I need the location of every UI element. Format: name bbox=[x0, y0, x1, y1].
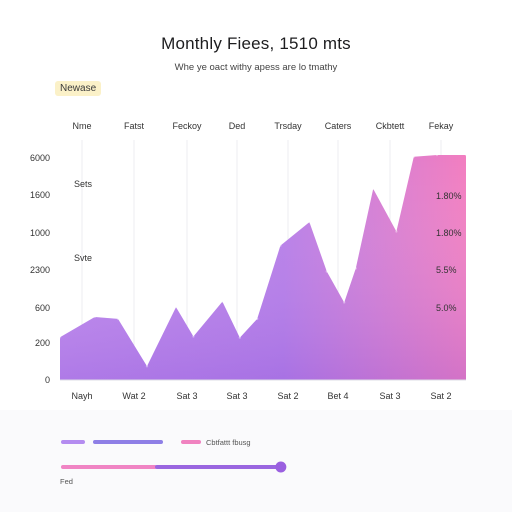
data-point-16[interactable] bbox=[395, 230, 398, 233]
annotation-right-3: 5.5% bbox=[436, 265, 457, 275]
y-tick-5: 600 bbox=[34, 303, 50, 313]
y-tick-6: 200 bbox=[34, 338, 50, 348]
slider-label: Fed bbox=[60, 477, 73, 486]
chart-title: Monthly Fiees, 1510 mts bbox=[161, 34, 351, 53]
data-point-10[interactable] bbox=[279, 244, 282, 247]
data-point-9[interactable] bbox=[256, 317, 259, 321]
y-tick-1: 6000 bbox=[29, 153, 50, 163]
x-tick-5: Sat 2 bbox=[277, 391, 299, 401]
y-tick-7: 0 bbox=[44, 375, 50, 385]
column-header-3: Feckoy bbox=[172, 121, 202, 131]
column-header-6: Caters bbox=[324, 121, 352, 131]
data-point-1[interactable] bbox=[58, 336, 62, 339]
x-tick-7: Sat 3 bbox=[379, 391, 401, 401]
y-tick-2: 1600 bbox=[29, 190, 50, 200]
data-point-14[interactable] bbox=[354, 267, 357, 270]
x-tick-8: Sat 2 bbox=[430, 391, 452, 401]
annotation-left-2: Svte bbox=[74, 253, 93, 263]
annotation-right-4: 5.0% bbox=[436, 303, 457, 313]
controls-panel bbox=[0, 410, 512, 512]
data-point-13[interactable] bbox=[343, 301, 346, 304]
x-tick-4: Sat 3 bbox=[226, 391, 248, 401]
data-point-5[interactable] bbox=[174, 305, 178, 309]
data-point-19[interactable] bbox=[464, 153, 468, 157]
x-tick-2: Wat 2 bbox=[122, 391, 146, 401]
x-tick-3: Sat 3 bbox=[176, 391, 198, 401]
column-header-1: Nme bbox=[72, 121, 92, 131]
data-point-18[interactable] bbox=[435, 153, 439, 157]
column-header-8: Fekay bbox=[428, 121, 454, 131]
y-tick-4: 2300 bbox=[29, 265, 50, 275]
y-tick-3: 1000 bbox=[29, 228, 50, 238]
data-point-3[interactable] bbox=[116, 317, 120, 321]
data-point-7[interactable] bbox=[221, 300, 224, 303]
area-series-shade bbox=[60, 155, 466, 380]
data-point-12[interactable] bbox=[325, 270, 328, 273]
x-tick-6: Bet 4 bbox=[327, 391, 349, 401]
column-header-7: Ckbtett bbox=[375, 121, 405, 131]
column-header-2: Fatst bbox=[123, 121, 145, 131]
column-header-4: Ded bbox=[228, 121, 246, 131]
data-point-4[interactable] bbox=[145, 365, 149, 368]
x-tick-1: Nayh bbox=[71, 391, 93, 401]
annotation-right-1: 1.80% bbox=[436, 191, 462, 201]
annotation-right-2: 1.80% bbox=[436, 228, 462, 238]
data-point-6[interactable] bbox=[192, 335, 195, 338]
data-point-8[interactable] bbox=[238, 336, 241, 339]
new-badge[interactable]: Newase bbox=[55, 81, 102, 96]
data-point-11[interactable] bbox=[308, 220, 311, 224]
legend-label: Cbtfattt fbusg bbox=[206, 438, 251, 447]
annotation-left-1: Sets bbox=[74, 179, 93, 189]
data-point-2[interactable] bbox=[93, 315, 97, 319]
data-point-15[interactable] bbox=[372, 187, 375, 191]
data-point-17[interactable] bbox=[412, 155, 415, 158]
chart-subtitle: Whe ye oact withy apess are lo tmathy bbox=[174, 62, 338, 73]
column-header-5: Trsday bbox=[274, 121, 302, 131]
